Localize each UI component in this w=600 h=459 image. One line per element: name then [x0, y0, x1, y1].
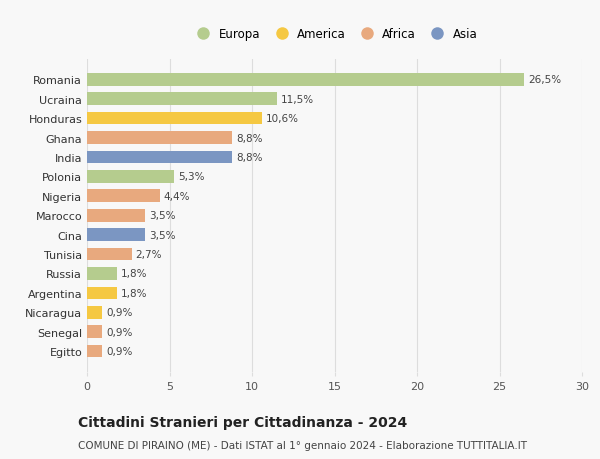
Text: 11,5%: 11,5% — [281, 95, 314, 105]
Text: 0,9%: 0,9% — [106, 327, 133, 337]
Text: Cittadini Stranieri per Cittadinanza - 2024: Cittadini Stranieri per Cittadinanza - 2… — [78, 415, 407, 429]
Bar — [87, 74, 524, 86]
Text: COMUNE DI PIRAINO (ME) - Dati ISTAT al 1° gennaio 2024 - Elaborazione TUTTITALIA: COMUNE DI PIRAINO (ME) - Dati ISTAT al 1… — [78, 440, 527, 450]
Text: 10,6%: 10,6% — [266, 114, 299, 124]
Text: 1,8%: 1,8% — [121, 269, 148, 279]
Bar — [87, 345, 102, 358]
Bar — [87, 112, 262, 125]
Bar — [87, 325, 102, 338]
Bar — [87, 171, 175, 183]
Text: 0,9%: 0,9% — [106, 347, 133, 356]
Text: 2,7%: 2,7% — [136, 250, 162, 259]
Bar — [87, 151, 232, 164]
Text: 5,3%: 5,3% — [179, 172, 205, 182]
Legend: Europa, America, Africa, Asia: Europa, America, Africa, Asia — [191, 28, 478, 41]
Bar — [87, 132, 232, 145]
Text: 8,8%: 8,8% — [236, 153, 263, 162]
Text: 8,8%: 8,8% — [236, 133, 263, 143]
Text: 3,5%: 3,5% — [149, 230, 175, 240]
Bar — [87, 190, 160, 203]
Text: 1,8%: 1,8% — [121, 288, 148, 298]
Bar — [87, 93, 277, 106]
Bar — [87, 248, 131, 261]
Text: 3,5%: 3,5% — [149, 211, 175, 221]
Text: 0,9%: 0,9% — [106, 308, 133, 318]
Text: 26,5%: 26,5% — [529, 75, 562, 85]
Bar — [87, 209, 145, 222]
Bar — [87, 268, 116, 280]
Bar — [87, 287, 116, 300]
Bar — [87, 229, 145, 241]
Bar — [87, 306, 102, 319]
Text: 4,4%: 4,4% — [164, 191, 190, 202]
